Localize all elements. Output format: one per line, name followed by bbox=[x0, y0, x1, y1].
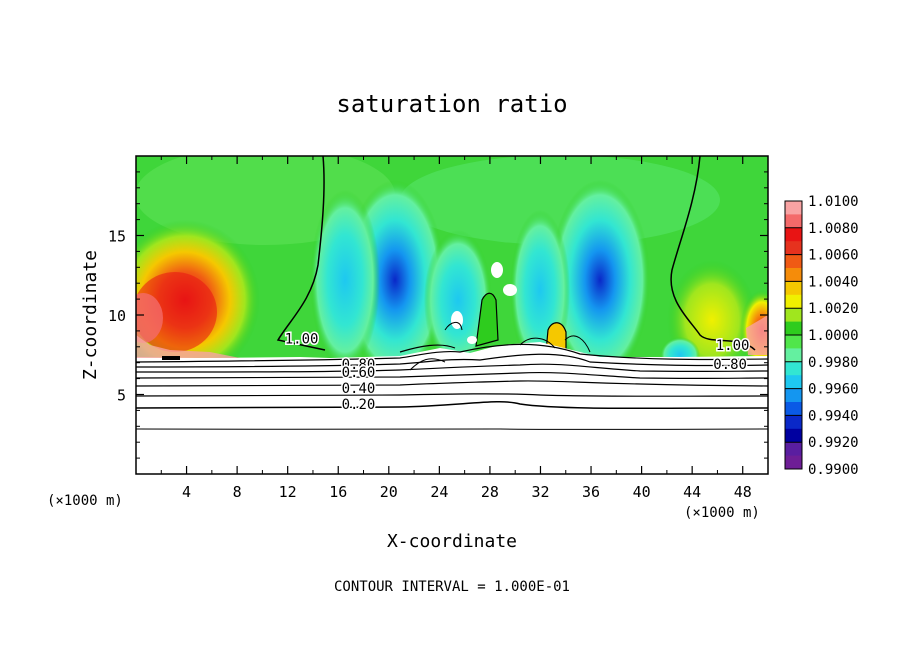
colorbar: 1.0100 1.0080 1.0060 1.0040 1.0020 1.0000 0.99… bbox=[784, 194, 859, 478]
contour-label: 0.20 bbox=[342, 397, 376, 413]
x-tick-label: 32 bbox=[531, 483, 549, 501]
colorbar-label: 0.9980 bbox=[808, 355, 859, 371]
contour-label: 1.00 bbox=[285, 332, 319, 348]
contour-label: 0.80 bbox=[713, 357, 747, 373]
plot-field bbox=[136, 156, 768, 474]
x-tick-label: 24 bbox=[430, 483, 448, 501]
x-axis-ticks: 4 8 12 16 20 24 28 32 36 40 44 48 bbox=[160, 156, 752, 501]
x-tick-label: 44 bbox=[683, 483, 701, 501]
colorbar-label: 1.0040 bbox=[808, 274, 859, 290]
colorbar-label: 0.9940 bbox=[808, 408, 859, 424]
x-tick-label: 28 bbox=[481, 483, 499, 501]
x-tick-label: 4 bbox=[182, 483, 191, 501]
x-tick-label: 12 bbox=[279, 483, 297, 501]
x-unit-note-right: (×1000 m) bbox=[684, 505, 760, 521]
colorbar-label: 1.0020 bbox=[808, 301, 859, 317]
colorbar-swatch bbox=[785, 361, 802, 376]
colorbar-swatch bbox=[785, 201, 802, 215]
colorbar-swatch bbox=[785, 214, 802, 229]
colorbar-swatch bbox=[785, 241, 802, 256]
colorbar-swatch bbox=[785, 455, 802, 470]
colorbar-swatch bbox=[785, 442, 802, 457]
y-tick-label: 10 bbox=[108, 307, 126, 325]
contour-label: 0.80 bbox=[342, 357, 376, 373]
y-tick-label: 5 bbox=[117, 387, 126, 405]
x-tick-label: 20 bbox=[380, 483, 398, 501]
colorbar-swatch bbox=[785, 227, 802, 242]
y-axis-ticks: 5 10 15 bbox=[108, 171, 768, 459]
colorbar-swatch bbox=[785, 402, 802, 416]
x-tick-label: 16 bbox=[329, 483, 347, 501]
colorbar-swatch bbox=[785, 281, 802, 296]
colorbar-label: 0.9900 bbox=[808, 462, 859, 478]
colorbar-swatch bbox=[785, 308, 802, 323]
colorbar-label: 1.0080 bbox=[808, 221, 859, 237]
x-axis-label: X-coordinate bbox=[387, 531, 517, 552]
x-tick-label: 36 bbox=[582, 483, 600, 501]
contour-label: 0.60 bbox=[342, 365, 376, 381]
colorbar-swatch bbox=[785, 335, 802, 349]
colorbar-swatch bbox=[785, 254, 802, 269]
x-unit-note-left: (×1000 m) bbox=[47, 493, 123, 509]
colorbar-label: 1.0000 bbox=[808, 328, 859, 344]
colorbar-label: 0.9920 bbox=[808, 435, 859, 451]
x-tick-label: 8 bbox=[233, 483, 242, 501]
chart-title: saturation ratio bbox=[336, 90, 567, 118]
colorbar-swatch bbox=[785, 268, 802, 282]
colorbar-label: 0.9960 bbox=[808, 382, 859, 398]
contour-labels: 1.00 1.000.800.600.400.200.80 bbox=[283, 330, 751, 414]
x-tick-label: 40 bbox=[633, 483, 651, 501]
contour-interval-note: CONTOUR INTERVAL = 1.000E-01 bbox=[334, 579, 570, 595]
colorbar-swatch bbox=[785, 388, 802, 403]
colorbar-label: 1.0060 bbox=[808, 248, 859, 264]
contour-label: 1.00 bbox=[716, 338, 750, 354]
colorbar-swatch bbox=[785, 375, 802, 390]
contour-label: 0.40 bbox=[342, 381, 376, 397]
colorbar-swatch bbox=[785, 428, 802, 443]
colorbar-swatch bbox=[785, 415, 802, 430]
y-tick-label: 15 bbox=[108, 228, 126, 246]
y-axis-label: Z-coordinate bbox=[80, 250, 101, 380]
x-tick-label: 48 bbox=[734, 483, 752, 501]
colorbar-label: 1.0100 bbox=[808, 194, 859, 210]
colorbar-swatch bbox=[785, 348, 802, 363]
colorbar-swatch bbox=[785, 294, 802, 309]
colorbar-swatch bbox=[785, 321, 802, 336]
